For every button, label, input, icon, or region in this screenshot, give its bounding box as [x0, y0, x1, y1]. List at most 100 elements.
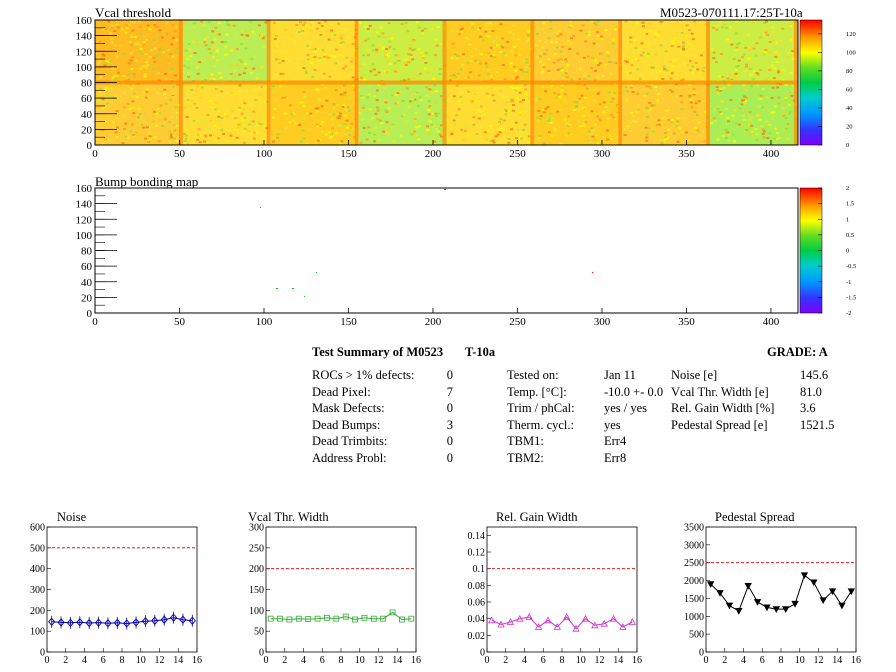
pixel-cell	[331, 123, 334, 126]
pixel-cell	[186, 57, 190, 60]
pixel-cell	[755, 42, 759, 45]
pixel-cell	[548, 33, 552, 36]
pixel-cell	[545, 49, 549, 51]
pixel-cell	[727, 48, 731, 51]
pixel-cell	[654, 53, 658, 56]
pixel-cell	[551, 64, 554, 67]
pixel-cell	[687, 42, 691, 45]
pixel-cell	[324, 55, 328, 58]
pixel-cell	[346, 30, 349, 33]
pixel-cell	[209, 77, 213, 79]
pixel-cell	[525, 66, 529, 69]
pixel-cell	[702, 66, 706, 69]
pixel-cell	[262, 124, 266, 127]
pixel-cell	[643, 95, 647, 98]
y-tick-label: 0	[87, 308, 93, 320]
pixel-cell	[487, 85, 491, 88]
pixel-cell	[613, 27, 617, 30]
pixel-cell	[587, 130, 591, 133]
pixel-cell	[459, 28, 463, 31]
pixel-cell	[528, 105, 532, 108]
pixel-cell	[381, 121, 385, 124]
pixel-cell	[290, 57, 294, 60]
pixel-cell	[377, 139, 381, 142]
pixel-cell	[777, 96, 781, 99]
pixel-cell	[434, 102, 438, 105]
pixel-cell	[216, 33, 219, 36]
pixel-cell	[243, 102, 247, 105]
pixel-cell	[339, 93, 343, 96]
pixel-cell	[293, 117, 297, 120]
pixel-cell	[391, 94, 395, 97]
pixel-cell	[406, 29, 410, 32]
pixel-cell	[598, 52, 602, 55]
pixel-cell	[480, 110, 484, 113]
pixel-cell	[725, 137, 729, 139]
pixel-cell	[475, 72, 479, 75]
pixel-cell	[451, 30, 455, 33]
pixel-cell	[337, 22, 340, 25]
pixel-cell	[387, 22, 391, 24]
scale-tick-label: -2	[846, 310, 851, 317]
pixel-cell	[559, 142, 563, 145]
pixel-cell	[690, 61, 694, 64]
pixel-cell	[690, 44, 694, 47]
pixel-cell	[540, 72, 544, 75]
pixel-cell	[651, 57, 655, 60]
x-tick-label: 14	[832, 655, 842, 666]
info-value: Err4	[604, 434, 627, 448]
pixel-cell	[131, 29, 135, 32]
y-tick-label: 0.04	[468, 614, 486, 625]
data-point	[188, 616, 196, 625]
pixel-cell	[634, 120, 638, 123]
pixel-cell	[625, 99, 629, 102]
pixel-cell	[130, 88, 134, 90]
pixel-cell	[135, 96, 139, 99]
pixel-cell	[98, 60, 102, 63]
pixel-cell	[279, 72, 283, 75]
pixel-cell	[101, 107, 105, 110]
pixel-cell	[650, 104, 654, 107]
x-tick-label: 0	[92, 316, 98, 328]
pixel-cell	[260, 85, 264, 88]
pixel-cell	[423, 27, 427, 30]
pixel-cell	[318, 57, 322, 60]
pixel-cell	[688, 71, 692, 74]
pixel-cell	[503, 78, 507, 81]
pixel-cell	[148, 125, 152, 128]
pixel-cell	[387, 107, 391, 109]
pixel-cell	[429, 120, 432, 123]
pixel-cell	[158, 31, 162, 34]
pixel-cell	[424, 52, 428, 55]
pixel-cell	[129, 52, 133, 55]
pixel-cell	[722, 86, 726, 89]
pixel-cell	[453, 121, 457, 124]
pixel-cell	[196, 133, 200, 136]
data-point	[179, 615, 187, 624]
pixel-cell	[228, 129, 232, 132]
pixel-cell	[153, 60, 156, 63]
pixel-cell	[404, 63, 408, 66]
pixel-cell	[217, 137, 220, 140]
pixel-cell	[789, 110, 793, 113]
pixel-cell	[327, 38, 331, 41]
pixel-cell	[359, 76, 363, 79]
pixel-cell	[345, 90, 348, 93]
pixel-cell	[138, 124, 142, 127]
pixel-cell	[541, 70, 545, 73]
x-tick-label: 16	[192, 655, 202, 666]
bump-defect	[304, 296, 305, 297]
y-tick-label: 500	[30, 543, 45, 554]
pixel-cell	[789, 72, 793, 75]
pixel-cell	[127, 78, 130, 81]
pixel-cell	[749, 73, 752, 76]
pixel-cell	[652, 49, 656, 52]
data-point	[314, 615, 321, 622]
pixel-cell	[600, 37, 604, 40]
pixel-cell	[413, 130, 416, 133]
pixel-cell	[547, 37, 551, 40]
pixel-cell	[515, 77, 519, 80]
pixel-cell	[291, 106, 295, 109]
pixel-cell	[212, 56, 216, 59]
pixel-cell	[260, 123, 264, 126]
